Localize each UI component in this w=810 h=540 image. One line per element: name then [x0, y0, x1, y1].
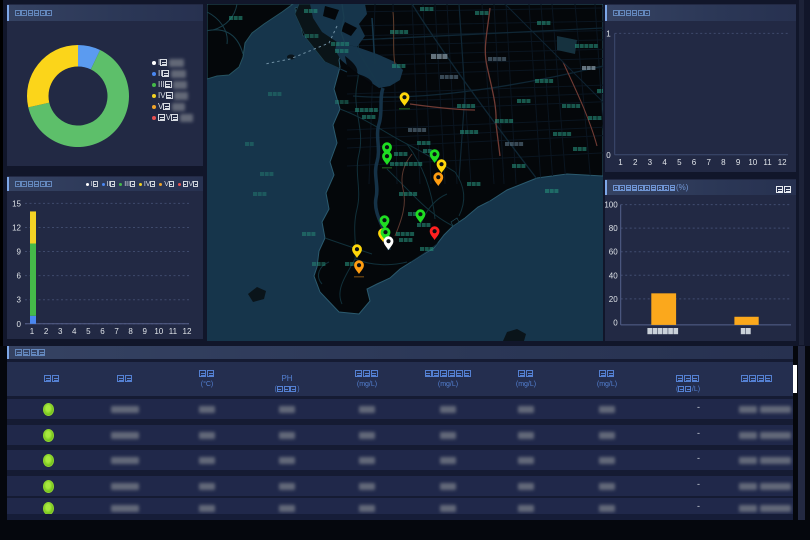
svg-text:8: 8: [721, 158, 726, 167]
svg-text:12: 12: [183, 327, 192, 336]
svg-text:100: 100: [605, 201, 618, 210]
svg-text:2: 2: [633, 158, 638, 167]
svg-text:15: 15: [12, 199, 21, 208]
svg-text:1: 1: [606, 29, 611, 38]
svg-text:12: 12: [12, 223, 21, 232]
svg-text:0: 0: [613, 318, 618, 327]
svg-text:10: 10: [154, 327, 163, 336]
svg-text:6: 6: [100, 327, 105, 336]
svg-text:4: 4: [72, 327, 77, 336]
svg-text:12: 12: [778, 158, 787, 167]
svg-text:80: 80: [609, 224, 618, 233]
svg-text:11: 11: [169, 327, 178, 336]
svg-text:9: 9: [17, 248, 22, 257]
svg-text:9: 9: [142, 327, 147, 336]
svg-text:40: 40: [609, 271, 618, 280]
svg-text:3: 3: [17, 296, 22, 305]
svg-text:4: 4: [662, 158, 667, 167]
svg-text:5: 5: [677, 158, 682, 167]
svg-text:60: 60: [609, 248, 618, 257]
svg-text:10: 10: [748, 158, 757, 167]
svg-text:3: 3: [58, 327, 63, 336]
svg-text:3: 3: [648, 158, 653, 167]
svg-text:7: 7: [706, 158, 711, 167]
svg-text:5: 5: [86, 327, 91, 336]
svg-text:1: 1: [30, 327, 35, 336]
svg-text:6: 6: [17, 272, 22, 281]
svg-text:0: 0: [17, 320, 22, 329]
svg-text:2: 2: [44, 327, 49, 336]
svg-text:6: 6: [692, 158, 697, 167]
svg-text:8: 8: [128, 327, 133, 336]
svg-text:11: 11: [763, 158, 772, 167]
svg-text:0: 0: [606, 151, 611, 160]
svg-text:1: 1: [618, 158, 623, 167]
svg-text:7: 7: [114, 327, 119, 336]
svg-text:20: 20: [609, 295, 618, 304]
svg-text:9: 9: [736, 158, 741, 167]
